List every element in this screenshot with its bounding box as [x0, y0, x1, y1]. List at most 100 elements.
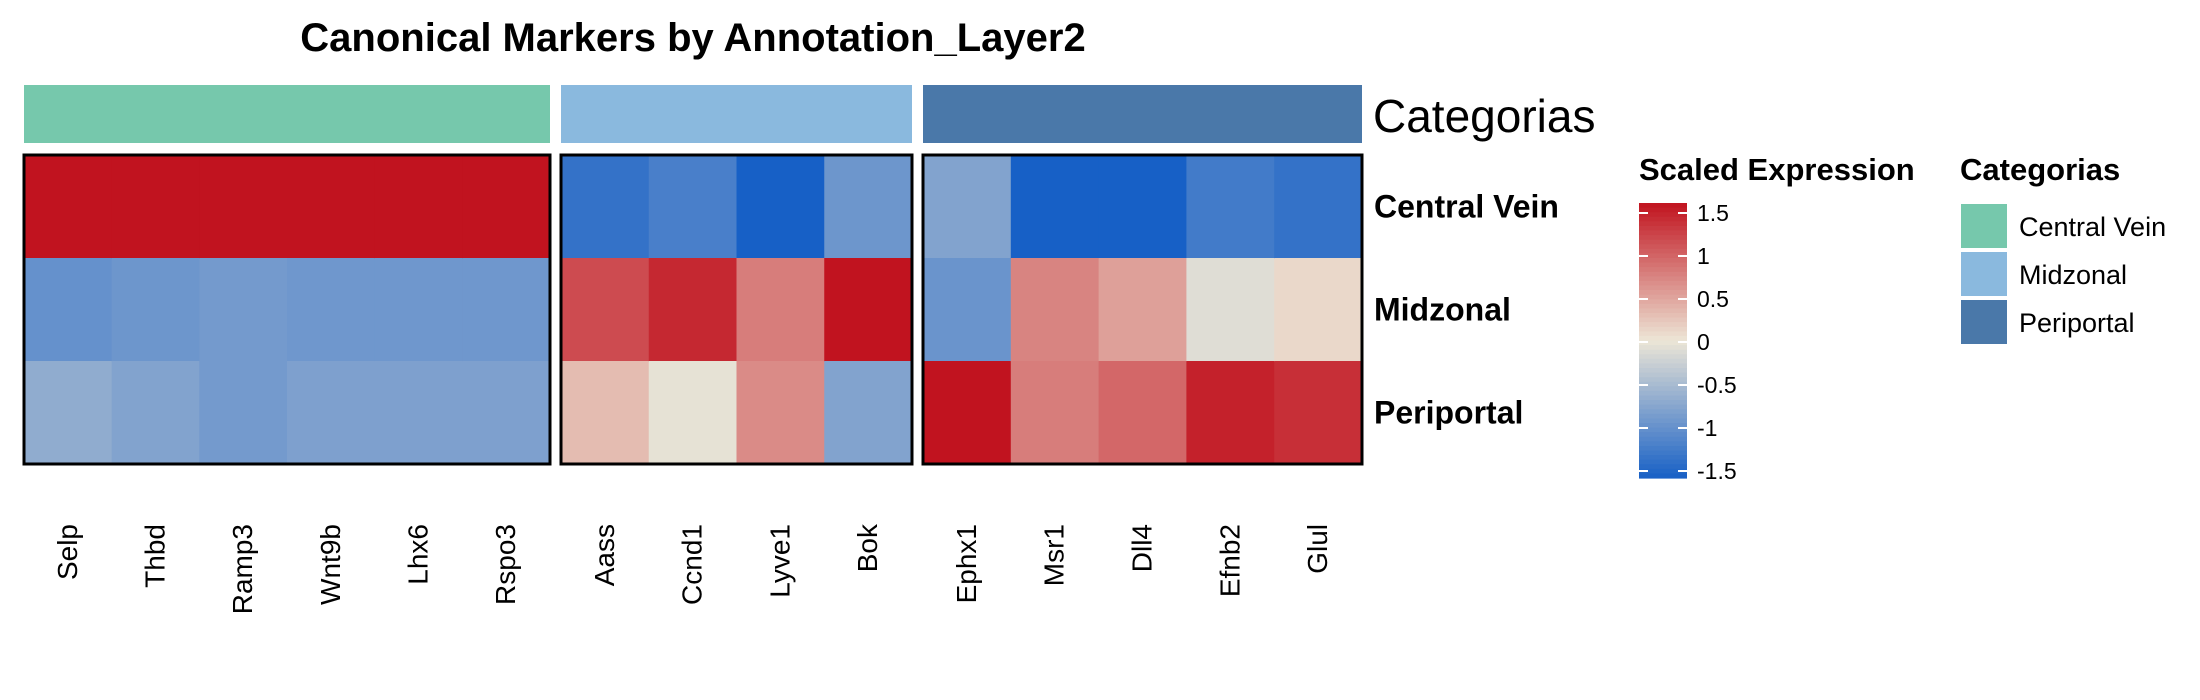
colorbar-segment: [1639, 225, 1687, 232]
colorbar-segment: [1639, 276, 1687, 282]
column-label: Ramp3: [227, 524, 258, 614]
heatmap-cell: [648, 155, 738, 259]
row-label: Periportal: [1374, 395, 1523, 431]
colorbar-segment: [1639, 340, 1687, 346]
heatmap-cell: [736, 258, 825, 362]
heatmap-block-border: [559, 153, 914, 466]
category-legend-swatch: [1961, 252, 2007, 296]
heatmap-cell: [1274, 155, 1363, 259]
colorbar-segment: [1639, 381, 1687, 387]
column-label: Ccnd1: [677, 524, 708, 605]
colorbar-segment: [1639, 345, 1687, 351]
annotation-track-label: Categorias: [1373, 90, 1595, 142]
colorbar-segment: [1639, 427, 1687, 433]
colorbar-segment: [1639, 239, 1687, 245]
category-legend-swatch: [1961, 300, 2007, 344]
chart-title: Canonical Markers by Annotation_Layer2: [300, 16, 1085, 60]
colorbar-tick-label: 0: [1697, 329, 1710, 355]
colorbar-segment: [1639, 473, 1687, 479]
heatmap-cell: [1186, 361, 1275, 465]
column-label: Lyve1: [764, 524, 795, 598]
colorbar-segment: [1639, 468, 1687, 475]
heatmap-cell: [287, 361, 376, 465]
heatmap-cell: [561, 258, 650, 362]
heatmap-cell: [24, 361, 113, 465]
category-legend-title: Categorias: [1960, 152, 2120, 187]
colorbar-segment: [1639, 203, 1687, 209]
heatmap-cell: [1010, 361, 1100, 465]
column-label: Aass: [589, 524, 620, 586]
colorbar-tick-label: 0.5: [1697, 286, 1729, 312]
colorbar-segment: [1639, 244, 1687, 250]
heatmap-cell: [1010, 155, 1100, 259]
row-label: Central Vein: [1374, 189, 1559, 225]
colorbar-segment: [1639, 221, 1687, 227]
heatmap-cell: [1186, 155, 1275, 259]
annotation-bar-midzonal: [561, 85, 912, 143]
colorbar-segment: [1639, 271, 1687, 277]
colorbar-segment: [1639, 349, 1687, 355]
column-label: Wnt9b: [315, 524, 346, 605]
heatmap-cell: [1098, 155, 1187, 259]
colorbar-segment: [1639, 377, 1687, 383]
colorbar-segment: [1639, 335, 1687, 342]
colorbar-segment: [1639, 436, 1687, 442]
column-label: Msr1: [1039, 524, 1070, 586]
colorbar-segment: [1639, 363, 1687, 369]
heatmap-block-border: [22, 153, 552, 466]
colorbar-tick-label: -1.5: [1697, 458, 1737, 484]
heatmap-cell: [111, 258, 200, 362]
heatmap-cell: [1274, 258, 1363, 362]
heatmap-cell: [648, 258, 738, 362]
colorbar-segment: [1639, 326, 1687, 332]
heatmap-cell: [648, 361, 738, 465]
colorbar-segment: [1639, 322, 1687, 328]
heatmap-cell: [199, 155, 288, 259]
heatmap-cell: [561, 155, 650, 259]
colorbar-segment: [1639, 317, 1687, 323]
colorbar-segment: [1639, 390, 1687, 397]
colorbar-segment: [1639, 459, 1687, 465]
heatmap-cell: [1098, 258, 1187, 362]
colorbar-segment: [1639, 212, 1687, 218]
heatmap-cell: [199, 361, 288, 465]
colorbar-segment: [1639, 409, 1687, 415]
heatmap-cell: [561, 361, 650, 465]
colorbar-segment: [1639, 358, 1687, 365]
colorbar-segment: [1639, 303, 1687, 310]
colorbar-segment: [1639, 413, 1687, 420]
colorbar-segment: [1639, 253, 1687, 259]
heatmap-cell: [824, 155, 913, 259]
heatmap-block-border: [921, 153, 1364, 466]
colorbar-segment: [1639, 404, 1687, 410]
colorbar-tick-label: 1: [1697, 243, 1710, 269]
heatmap-cell: [1274, 361, 1363, 465]
colorbar-segment: [1639, 395, 1687, 401]
colorbar-segment: [1639, 418, 1687, 424]
heatmap-cell: [24, 155, 113, 259]
colorbar-segment: [1639, 235, 1687, 241]
colorbar-segment: [1639, 258, 1687, 264]
column-label: Lhx6: [403, 524, 434, 585]
heatmap-cell: [1098, 361, 1187, 465]
column-label: Glul: [1302, 524, 1333, 574]
colorbar-segment: [1639, 248, 1687, 255]
column-label: Thbd: [140, 524, 171, 588]
colorbar-segment: [1639, 455, 1687, 461]
colorbar-segment: [1639, 216, 1687, 222]
heatmap-cell: [824, 361, 913, 465]
heatmap-cell: [287, 155, 376, 259]
category-legend-label: Periportal: [2019, 308, 2135, 338]
heatmap-body: Selp Thbd Ramp3 Wnt9b Lhx6 Rspo3 Aass Ccnd1 Lyve…: [22, 85, 1559, 614]
colorbar-tick-label: -0.5: [1697, 372, 1737, 398]
colorbar-segment: [1639, 290, 1687, 296]
legends: Scaled Expression 1.5 1 0.5 0 -0.5 -1 -1.5 Categ…: [1639, 152, 2166, 484]
colorbar-segment: [1639, 441, 1687, 447]
category-legend-swatch: [1961, 204, 2007, 248]
heatmap-cell: [287, 258, 376, 362]
colorbar-segment: [1639, 368, 1687, 374]
column-label: Dll4: [1127, 524, 1158, 572]
heatmap-cell: [111, 155, 200, 259]
heatmap-cell: [824, 258, 913, 362]
colorbar-tick-label: -1: [1697, 415, 1717, 441]
